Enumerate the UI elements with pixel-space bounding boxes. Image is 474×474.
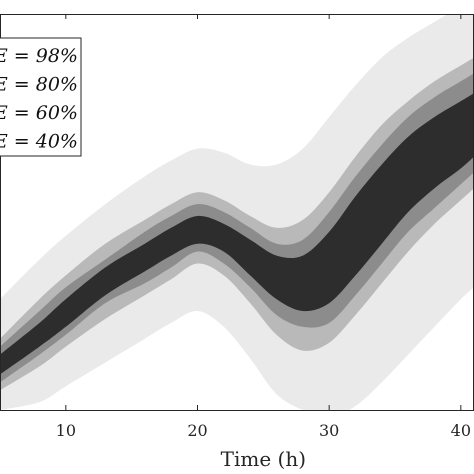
- band-3: [0, 73, 474, 383]
- x-axis-ticks: 10 20 30 40: [56, 14, 471, 440]
- x-tick-label: 40: [451, 421, 471, 440]
- legend-label: E = 40%: [0, 131, 78, 153]
- x-tick-label: 30: [319, 421, 339, 440]
- legend: E = 98% E = 80% E = 60% E = 40%: [0, 37, 82, 157]
- legend-label: E = 60%: [0, 102, 78, 124]
- bands-layer: [0, 14, 474, 410]
- legend-box: [0, 37, 82, 157]
- legend-label: E = 80%: [0, 74, 78, 96]
- x-tick-label: 10: [56, 421, 76, 440]
- legend-label: E = 98%: [0, 45, 78, 67]
- x-tick-label: 20: [187, 421, 207, 440]
- x-axis-label: Time (h): [221, 447, 306, 471]
- band-4: [0, 93, 474, 375]
